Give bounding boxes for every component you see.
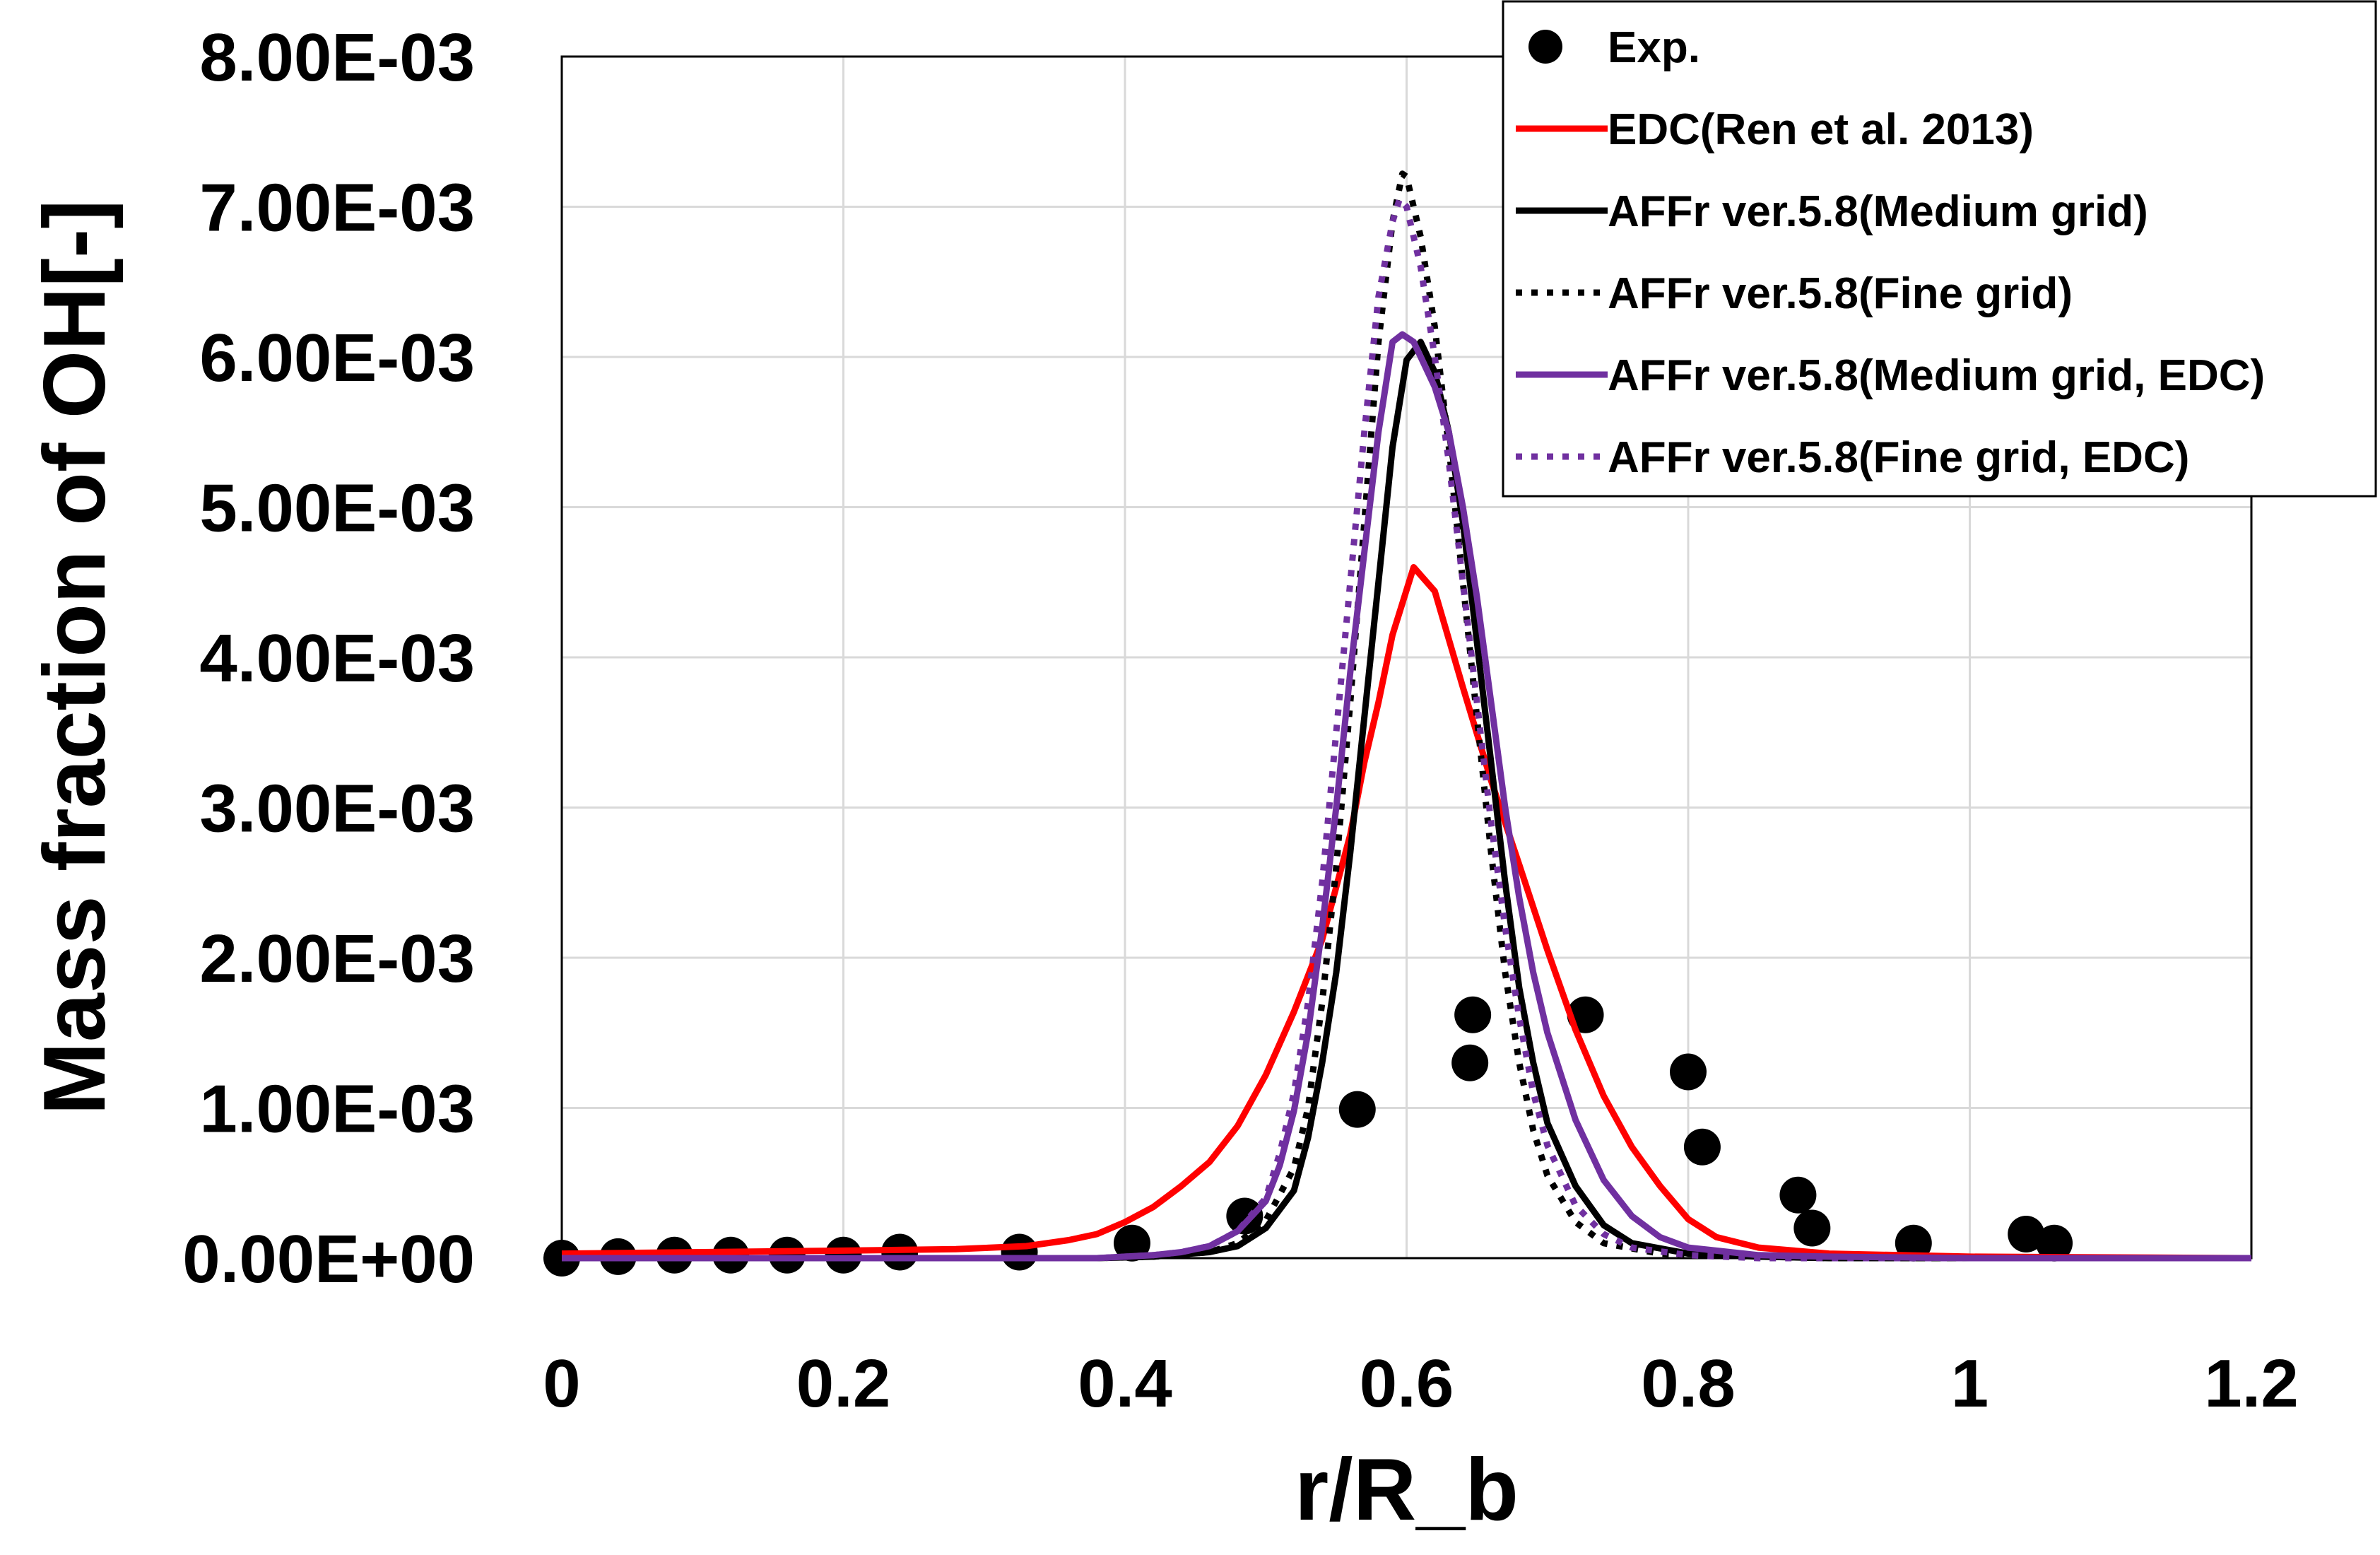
legend-entry: EDC(Ren et al. 2013) <box>1516 105 2034 154</box>
legend-entry: AFFr ver.5.8(Fine grid, EDC) <box>1516 433 2189 482</box>
exp-data-point <box>1451 1044 1489 1081</box>
x-tick-label: 1 <box>1951 1346 1989 1421</box>
legend-entry: AFFr ver.5.8(Fine grid) <box>1516 269 2073 318</box>
legend-entry: Exp. <box>1528 23 1700 72</box>
legend-label: AFFr ver.5.8(Medium grid, EDC) <box>1608 351 2265 400</box>
x-tick-label: 1.2 <box>2204 1346 2298 1421</box>
x-axis-title: r/R_b <box>1295 1441 1519 1539</box>
y-tick-label: 6.00E-03 <box>199 320 475 396</box>
y-tick-label: 1.00E-03 <box>199 1072 475 1147</box>
y-tick-label: 0.00E+00 <box>182 1221 475 1297</box>
series-affr-ver-5-8-medium-grid <box>562 339 2251 1262</box>
y-tick-label: 4.00E-03 <box>199 621 475 696</box>
exp-data-point <box>1338 1091 1376 1128</box>
exp-data-point <box>2008 1216 2045 1252</box>
series-edc-ren-et-al-2013 <box>561 564 2252 1262</box>
legend-entry: AFFr ver.5.8(Medium grid) <box>1516 187 2148 236</box>
x-tick-label: 0.2 <box>796 1346 890 1421</box>
series-line <box>561 564 2252 1262</box>
x-tick-label: 0.4 <box>1078 1346 1172 1421</box>
exp-data-point <box>1454 996 1492 1033</box>
y-tick-label: 3.00E-03 <box>199 771 475 847</box>
legend-label: Exp. <box>1608 23 1700 72</box>
series-line <box>562 170 2251 1262</box>
legend: Exp. EDC(Ren et al. 2013) AFFr ver.5.8(Med… <box>1502 0 2377 498</box>
legend-box <box>1502 0 2377 498</box>
legend-entry: AFFr ver.5.8(Medium grid, EDC) <box>1516 351 2265 400</box>
series-line <box>562 196 2251 1262</box>
legend-marker <box>1528 30 1562 64</box>
series-layer <box>543 170 2252 1277</box>
x-tick-label: 0.6 <box>1360 1346 1454 1421</box>
series-affr-ver-5-8-medium-grid-edc <box>562 331 2251 1262</box>
y-tick-label: 7.00E-03 <box>199 170 475 246</box>
series-line <box>562 331 2251 1262</box>
y-tick-label: 2.00E-03 <box>199 921 475 997</box>
series-affr-ver-5-8-fine-grid <box>562 170 2251 1262</box>
legend-label: EDC(Ren et al. 2013) <box>1608 105 2034 154</box>
x-tick-label: 0 <box>543 1346 580 1421</box>
legend-label: AFFr ver.5.8(Fine grid, EDC) <box>1608 433 2189 482</box>
exp-data-point <box>1113 1224 1150 1262</box>
exp-data-point <box>1670 1053 1707 1091</box>
exp-data-point <box>1226 1197 1263 1235</box>
legend-label: AFFr ver.5.8(Medium grid) <box>1608 187 2148 236</box>
y-axis-title: Mass fraction of OH[-] <box>26 199 124 1115</box>
series-affr-ver-5-8-fine-grid-edc <box>562 196 2251 1262</box>
y-tick-label: 5.00E-03 <box>199 471 475 546</box>
series-line <box>562 339 2251 1262</box>
plot-frame <box>560 55 2253 1260</box>
tick-labels: 0 0.2 0.4 0.6 0.8 1 1.2 0.00E+00 1.00E-03 2.00E-0… <box>182 20 2298 1421</box>
exp-data-point <box>2036 1224 2073 1262</box>
exp-data-point <box>1779 1176 1817 1214</box>
exp-data-point <box>1001 1233 1038 1271</box>
x-tick-label: 0.8 <box>1641 1346 1735 1421</box>
legend-label: AFFr ver.5.8(Fine grid) <box>1608 269 2073 318</box>
exp-data-point <box>1793 1209 1831 1247</box>
y-tick-label: 8.00E-03 <box>199 20 475 95</box>
exp-data-point <box>1683 1128 1721 1166</box>
